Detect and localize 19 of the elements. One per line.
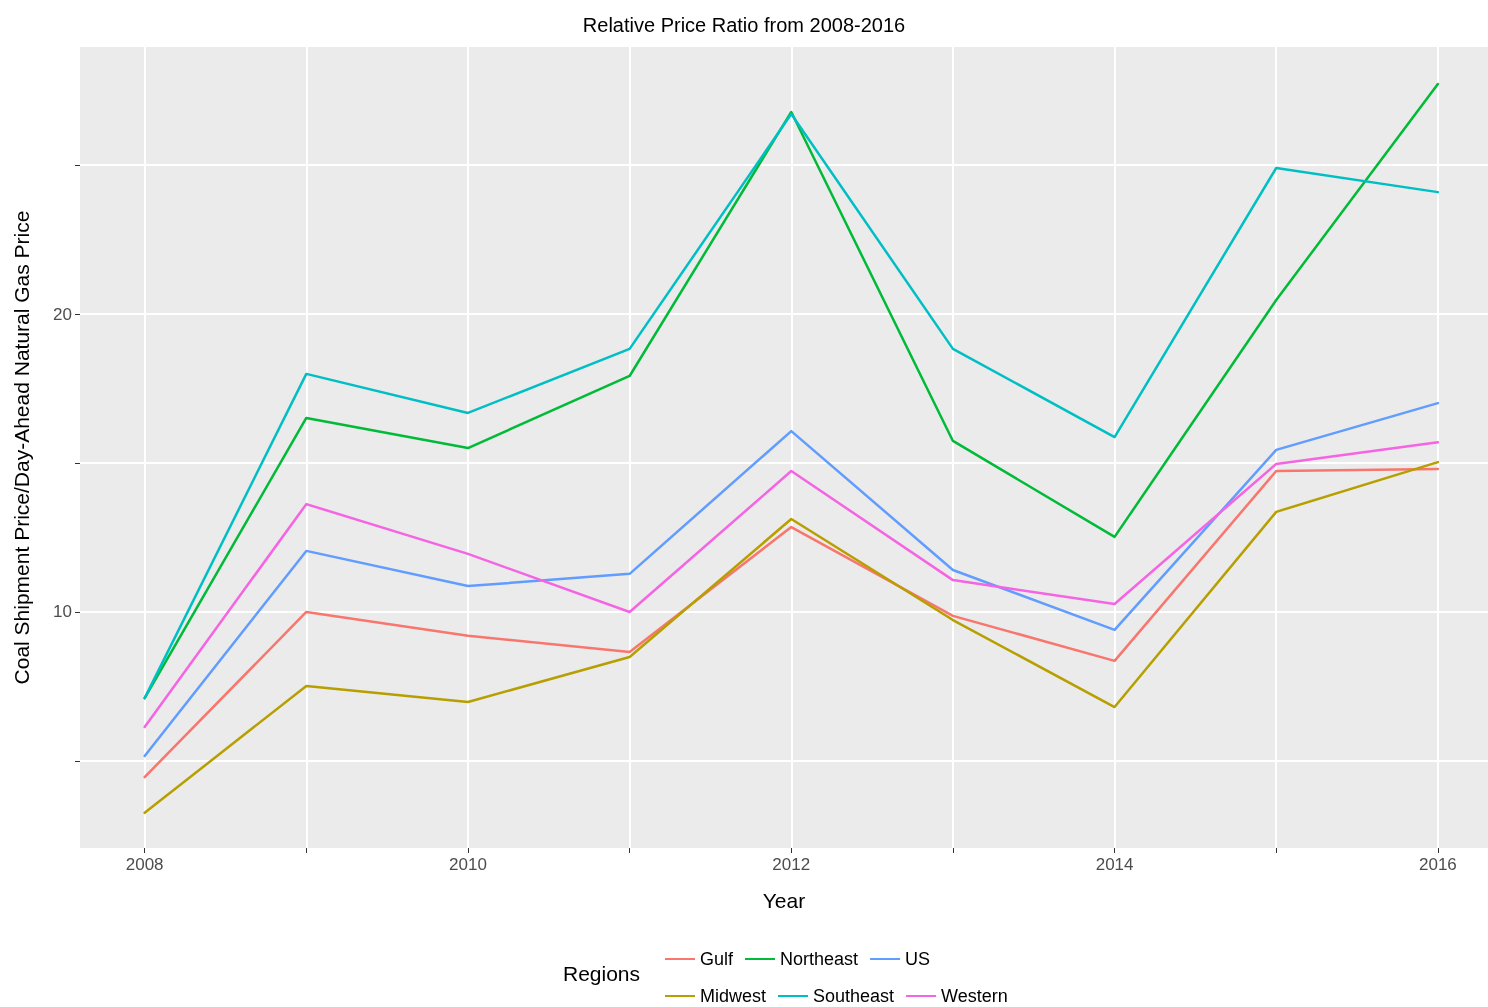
legend-label: Gulf bbox=[700, 949, 735, 969]
line-series bbox=[143, 440, 1440, 729]
x-tick-label: 2012 bbox=[772, 855, 811, 874]
y-tick-label: 20 bbox=[53, 304, 72, 324]
y-axis-title: Coal Shipment Price/Day-Ahead Natural Gas Price bbox=[10, 210, 33, 685]
x-tick-label: 2016 bbox=[1418, 855, 1457, 874]
legend-label: US bbox=[905, 949, 931, 969]
legend-label: Southeast bbox=[813, 986, 895, 1006]
x-tick-label: 2010 bbox=[449, 855, 487, 874]
legend-title: Regions bbox=[563, 962, 641, 985]
x-axis-title: Year bbox=[762, 889, 806, 912]
legend-label: Western bbox=[941, 986, 1008, 1006]
x-tick-label: 2008 bbox=[125, 855, 164, 874]
line-series bbox=[143, 401, 1440, 758]
y-tick-label: 10 bbox=[53, 602, 72, 622]
x-tick-label: 2014 bbox=[1095, 855, 1134, 874]
legend-label: Northeast bbox=[780, 949, 859, 969]
legend-label: Midwest bbox=[700, 986, 767, 1006]
chart-title: Relative Price Ratio from 2008-2016 bbox=[582, 14, 906, 36]
